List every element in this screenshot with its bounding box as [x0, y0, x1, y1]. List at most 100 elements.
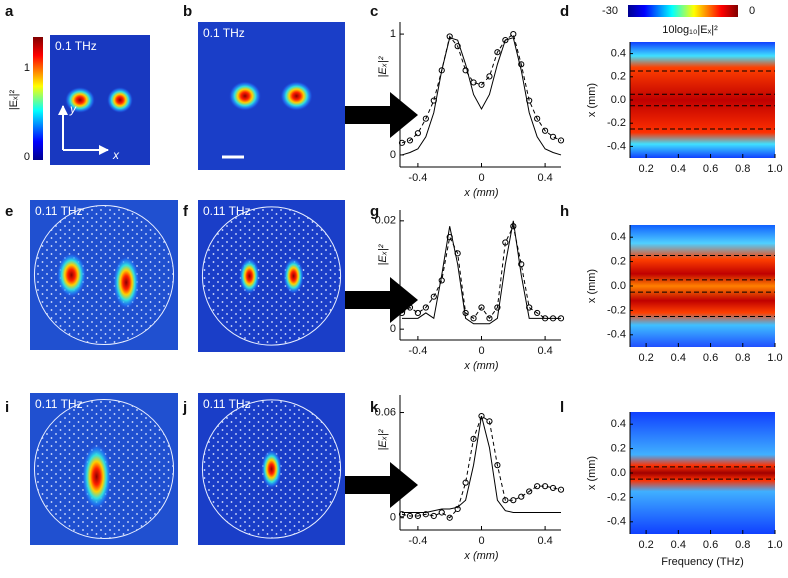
x-tick-label: -0.4: [408, 535, 427, 547]
data-point: [486, 73, 493, 80]
frequency-label: 0.11 THz: [35, 204, 83, 218]
panel-letter: d: [560, 3, 569, 20]
field-spot: [56, 252, 87, 298]
data-line: [401, 224, 561, 320]
y-tick-label: -0.4: [607, 140, 626, 152]
data-point: [462, 309, 469, 317]
field-spot: [65, 87, 95, 113]
axis-arrow-label: x: [112, 148, 120, 162]
data-point: [494, 304, 501, 311]
crystal-lattice: [202, 206, 341, 346]
data-point: [406, 512, 414, 520]
y-tick-label: -0.2: [607, 117, 626, 129]
x-axis-label: x (mm): [463, 550, 499, 562]
x-tick-label: 0.4: [537, 535, 552, 547]
heatmap-image: [630, 412, 775, 534]
x-tick-label: 0.2: [638, 163, 653, 175]
y-tick-label: 0.02: [375, 215, 396, 227]
field-spot: [280, 81, 313, 111]
frequency-label: 0.11 THz: [203, 204, 251, 218]
data-point: [470, 315, 477, 322]
y-tick-label: -0.2: [607, 304, 626, 316]
panel-letter: f: [183, 203, 189, 220]
field-spot: [239, 257, 260, 295]
data-point: [438, 277, 445, 284]
y-tick-label: 0.2: [611, 443, 626, 455]
data-line: [402, 415, 561, 513]
data-point: [534, 309, 541, 317]
colorbar-label: 10log₁₀|Eₓ|²: [662, 24, 718, 36]
data-point: [518, 493, 525, 500]
y-tick-label: 0.06: [375, 406, 396, 418]
data-point: [414, 130, 421, 137]
data-point: [438, 509, 445, 516]
panel-letter: k: [370, 399, 379, 416]
x-tick-label: 0.6: [703, 163, 718, 175]
field-spot: [228, 81, 262, 111]
arrow: [345, 462, 418, 508]
colorbar-label: |Eₓ|²: [8, 90, 20, 111]
data-point: [518, 61, 525, 68]
x-tick-label: 0.8: [735, 352, 750, 364]
field-image: [198, 22, 345, 170]
frequency-label: 0.1 THz: [55, 39, 97, 53]
data-point: [502, 497, 509, 504]
x-tick-label: -0.4: [408, 172, 427, 184]
field-spot: [107, 87, 133, 113]
data-line: [401, 37, 562, 156]
data-point: [534, 483, 541, 490]
x-tick-label: 0.4: [671, 352, 686, 364]
data-point: [406, 137, 414, 144]
x-tick-label: 0.4: [537, 172, 552, 184]
data-point: [446, 33, 453, 40]
colorbar-tick: 1: [24, 62, 30, 74]
data-point: [454, 43, 461, 50]
x-tick-label: 1.0: [767, 163, 782, 175]
data-point: [462, 67, 469, 74]
crystal-lattice: [34, 205, 174, 345]
y-axis-label: |Eₓ|²: [377, 429, 389, 450]
colorbar-tick: 0: [749, 5, 755, 17]
y-tick-label: 0: [390, 323, 396, 335]
x-tick-label: 1.0: [767, 352, 782, 364]
y-tick-label: -0.2: [607, 491, 626, 503]
axis-arrow-label: y: [69, 102, 77, 116]
x-tick-label: 0.6: [703, 539, 718, 551]
data-line: [401, 415, 562, 519]
data-point: [557, 315, 565, 322]
panel-letter: c: [370, 3, 378, 20]
data-point: [494, 49, 501, 56]
data-point: [502, 239, 509, 246]
x-tick-label: 0.4: [671, 163, 686, 175]
field-spot: [283, 257, 304, 295]
data-point: [502, 37, 509, 44]
data-point: [549, 484, 557, 492]
panel-letter: i: [5, 399, 9, 416]
y-tick-label: 1: [390, 28, 396, 40]
y-tick-label: 0.4: [611, 418, 626, 430]
data-point: [446, 514, 453, 521]
data-point: [510, 30, 517, 38]
data-point: [454, 505, 461, 513]
y-axis-label: x (mm): [586, 456, 598, 490]
panel-letter: g: [370, 203, 379, 220]
field-spot: [261, 449, 282, 489]
x-tick-label: 0.2: [638, 539, 653, 551]
x-tick-label: 1.0: [767, 539, 782, 551]
x-axis-label: x (mm): [463, 187, 499, 199]
data-point: [454, 250, 461, 257]
data-point: [462, 479, 469, 486]
colorbar-tick: -30: [602, 5, 618, 17]
data-point: [478, 81, 485, 88]
data-line: [401, 33, 562, 144]
data-point: [542, 127, 549, 134]
field-spot: [112, 255, 140, 310]
y-tick-label: 0.4: [611, 231, 626, 243]
panel-letter: h: [560, 203, 569, 220]
colorbar: [628, 5, 738, 17]
frequency-label: 0.11 THz: [35, 397, 83, 411]
data-point: [486, 315, 493, 322]
data-point: [542, 483, 549, 490]
data-point: [414, 309, 421, 317]
x-tick-label: 0: [478, 172, 484, 184]
